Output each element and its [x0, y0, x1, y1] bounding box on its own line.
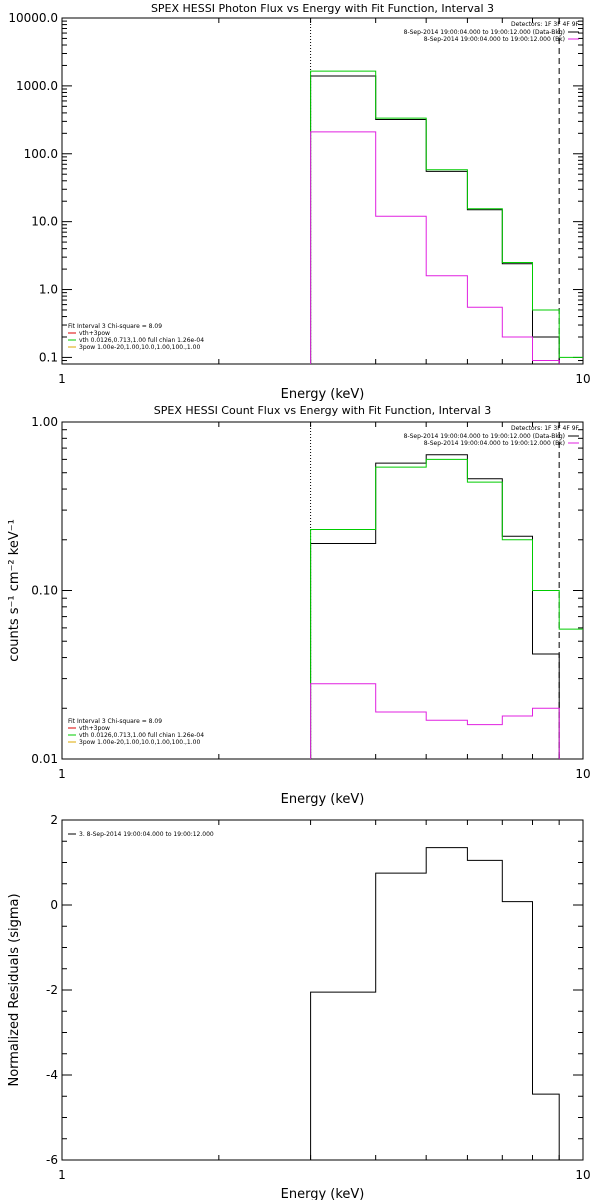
y-tick-label: 0.01 [31, 752, 58, 766]
plot-frame [61, 421, 584, 760]
legend-fit-header: Fit Interval 3 Chi-square = 8.09 [68, 718, 162, 725]
series-line-3 [310, 131, 560, 364]
series-line-1 [310, 454, 560, 759]
series-line-3 [310, 683, 560, 759]
legend-entry: 3. 8-Sep-2014 19:00:04.000 to 19:00:12.0… [79, 831, 214, 838]
chart-title: SPEX HESSI Count Flux vs Energy with Fit… [154, 404, 491, 417]
y-tick-label: 100.0 [24, 147, 58, 161]
legend-entry: vth+3pow [79, 725, 110, 732]
x-axis-label: Energy (keV) [281, 387, 365, 402]
y-tick-label: 0 [50, 898, 58, 912]
y-tick-label: 0.10 [31, 584, 58, 598]
x-tick-label: 1 [58, 767, 66, 781]
legend-entry: 3pow 1.00e-20,1.00,10.0,1.00,100.,1.00 [79, 344, 200, 351]
plot-frame [61, 819, 584, 1161]
x-axis-label: Energy (keV) [281, 792, 365, 807]
legend-entry: 8-Sep-2014 19:00:04.000 to 19:00:12.000 … [404, 29, 565, 36]
legend-entry: vth+3pow [79, 330, 110, 337]
y-tick-label: 1000.0 [16, 79, 58, 93]
legend-fit-header: Fit Interval 3 Chi-square = 8.09 [68, 323, 162, 330]
legend-detectors: Detectors: 1F 3F 4F 9F8-Sep-2014 19:00:0… [404, 425, 580, 447]
y-tick-label: -6 [46, 1153, 58, 1167]
x-tick-label: 1 [58, 1168, 66, 1182]
y-tick-label: 2 [50, 813, 58, 827]
legend-entry: 3pow 1.00e-20,1.00,10.0,1.00,100.,1.00 [79, 739, 200, 746]
y-tick-label: -2 [46, 983, 58, 997]
legend-entry: 8-Sep-2014 19:00:04.000 to 19:00:12.000 … [404, 433, 565, 440]
chart-panel-2: SPEX HESSI Count Flux vs Energy with Fit… [7, 404, 591, 807]
y-tick-label: 10000.0 [8, 11, 58, 25]
chart-panel-3: Energy (keV) Normalized Residuals (sigma)… [7, 813, 591, 1200]
chart-title: SPEX HESSI Photon Flux vs Energy with Fi… [151, 2, 494, 15]
y-axis-label: Normalized Residuals (sigma) [7, 893, 22, 1086]
series-line-1 [310, 847, 560, 1160]
y-tick-label: 0.1 [39, 350, 58, 364]
legend-entry: 8-Sep-2014 19:00:04.000 to 19:00:12.000 … [424, 440, 565, 447]
legend-entry: 8-Sep-2014 19:00:04.000 to 19:00:12.000 … [424, 36, 565, 43]
x-tick-label: 10 [575, 767, 590, 781]
legend-entry: vth 0.0126,0.713,1.00 full chian 1.26e-0… [79, 732, 204, 739]
legend-detectors: Detectors: 1F 3F 4F 9F8-Sep-2014 19:00:0… [404, 21, 580, 43]
series-line-2 [310, 70, 583, 364]
series-line-1 [310, 75, 560, 364]
x-tick-label: 10 [575, 1168, 590, 1182]
x-tick-label: 10 [575, 372, 590, 386]
x-tick-label: 1 [58, 372, 66, 386]
legend-fit: Fit Interval 3 Chi-square = 8.09vth+3pow… [68, 323, 204, 351]
series-line-2 [310, 458, 583, 759]
y-tick-label: 1.0 [39, 283, 58, 297]
y-axis-label: counts s⁻¹ cm⁻² keV⁻¹ [7, 519, 22, 662]
legend-header: Detectors: 1F 3F 4F 9F [511, 425, 580, 432]
y-tick-label: 1.00 [31, 415, 58, 429]
y-tick-label: 10.0 [31, 215, 58, 229]
legend-entry: vth 0.0126,0.713,1.00 full chian 1.26e-0… [79, 337, 204, 344]
x-axis-label: Energy (keV) [281, 1187, 365, 1200]
y-tick-label: -4 [46, 1068, 58, 1082]
legend-fit: Fit Interval 3 Chi-square = 8.09vth+3pow… [68, 718, 204, 746]
chart-panel-1: SPEX HESSI Photon Flux vs Energy with Fi… [8, 2, 590, 402]
legend-fit: 3. 8-Sep-2014 19:00:04.000 to 19:00:12.0… [68, 831, 214, 838]
legend-header: Detectors: 1F 3F 4F 9F [511, 21, 580, 28]
plot-frame [61, 17, 584, 365]
